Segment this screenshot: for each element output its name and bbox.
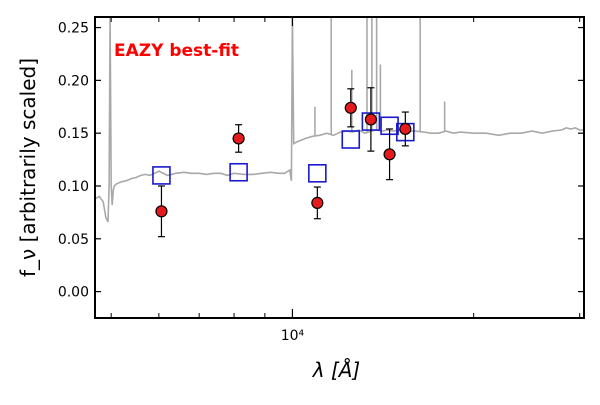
plot-area (95, 17, 584, 238)
observed-point-5 (383, 148, 396, 161)
x-tick-label-0: 10⁴ (281, 328, 305, 344)
y-tick-label-3: 0.15 (58, 126, 89, 142)
observed-point-2 (311, 196, 324, 209)
observed-point-0 (155, 205, 168, 218)
observed-point-1 (232, 132, 245, 145)
y-tick-label-2: 0.10 (58, 179, 89, 195)
x-axis-label: λ [Å] (312, 358, 360, 382)
annotation-label: EAZY best-fit (114, 41, 239, 61)
model-point-0 (152, 166, 171, 185)
y-tick-label-4: 0.20 (58, 73, 89, 89)
y-tick-label-5: 0.25 (58, 21, 89, 37)
observed-point-3 (344, 101, 357, 114)
model-point-2 (308, 164, 327, 183)
plot-frame (94, 16, 585, 319)
y-axis-label: f_ν [arbitrarily scaled] (16, 58, 40, 277)
plot-layer (95, 17, 584, 238)
observed-point-4 (364, 113, 377, 126)
observed-point-6 (399, 122, 412, 136)
template-spectrum-line (95, 17, 584, 223)
model-point-3 (341, 130, 361, 149)
ticks-layer: 0.00 0.05 0.10 0.15 0.20 0.25 10⁴ (58, 17, 584, 344)
y-tick-label-1: 0.05 (58, 232, 89, 248)
y-tick-label-0: 0.00 (58, 285, 89, 301)
model-point-1 (229, 162, 248, 182)
